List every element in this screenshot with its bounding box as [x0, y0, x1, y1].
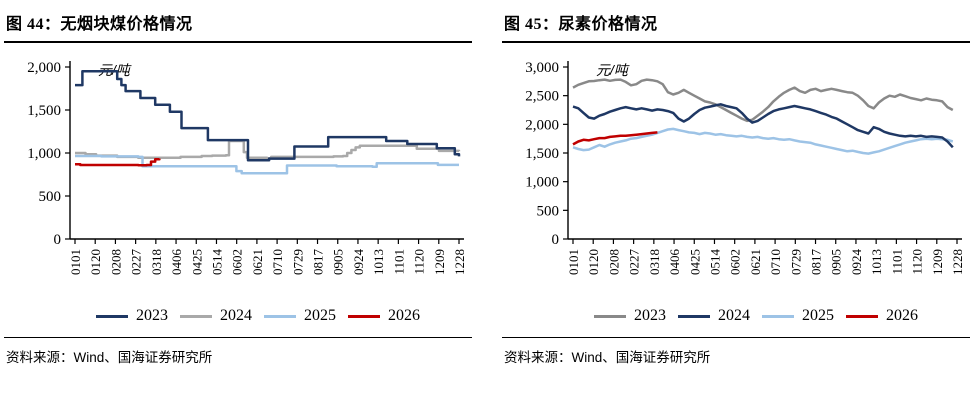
- figure-coal-price: 图 44：无烟块煤价格情况 0 500 1,000 1,500 2,000 0101 012…: [4, 6, 472, 366]
- figure-urea-price: 图 45：尿素价格情况 0 500 1,000 1,500 2,000 2,500 3,00…: [502, 6, 970, 366]
- svg-text:0208: 0208: [606, 249, 621, 275]
- svg-text:0406: 0406: [169, 249, 184, 276]
- svg-text:0729: 0729: [290, 249, 305, 275]
- legend-line-swatch: [846, 314, 878, 318]
- svg-text:1228: 1228: [950, 249, 965, 275]
- legend-item-2023: 2023: [96, 307, 168, 325]
- legend-label: 2026: [886, 307, 918, 324]
- legend-label: 2026: [388, 307, 420, 324]
- legend-label: 2023: [136, 307, 168, 324]
- urea-price-chart-area: 0 500 1,000 1,500 2,000 2,500 3,000 0101 0120 020…: [502, 43, 970, 335]
- svg-text:1,000: 1,000: [27, 146, 61, 162]
- svg-text:0101: 0101: [68, 249, 83, 275]
- svg-text:0120: 0120: [586, 249, 601, 275]
- svg-text:0602: 0602: [230, 249, 245, 275]
- source-note: 资料来源：Wind、国海证券研究所: [4, 337, 472, 366]
- coal-price-chart: 0 500 1,000 1,500 2,000 0101 0120 0208 0227 0318 0…: [27, 60, 467, 276]
- svg-text:1228: 1228: [452, 249, 467, 275]
- urea-price-chart: 0 500 1,000 1,500 2,000 2,500 3,000 0101 0120 020…: [525, 60, 965, 276]
- svg-text:0514: 0514: [707, 249, 722, 276]
- svg-text:0318: 0318: [647, 249, 662, 275]
- source-note: 资料来源：Wind、国海证券研究所: [502, 337, 970, 366]
- svg-text:0318: 0318: [149, 249, 164, 275]
- legend-line-swatch: [96, 314, 128, 318]
- svg-text:0227: 0227: [627, 249, 642, 276]
- svg-text:2,000: 2,000: [525, 117, 559, 133]
- svg-text:0817: 0817: [311, 249, 326, 276]
- svg-text:0924: 0924: [351, 249, 366, 276]
- legend-line-swatch: [348, 314, 380, 318]
- legend-line-swatch: [264, 314, 296, 318]
- legend-label: 2025: [304, 307, 336, 324]
- svg-text:3,000: 3,000: [525, 60, 559, 76]
- svg-text:0621: 0621: [748, 249, 763, 275]
- svg-text:1120: 1120: [412, 249, 427, 275]
- svg-text:0905: 0905: [331, 249, 346, 275]
- svg-text:元/吨: 元/吨: [98, 62, 132, 78]
- coal-price-chart-area: 0 500 1,000 1,500 2,000 0101 0120 0208 0227 0318 0…: [4, 43, 472, 335]
- svg-text:500: 500: [39, 189, 62, 205]
- svg-text:500: 500: [537, 203, 560, 219]
- svg-text:0406: 0406: [667, 249, 682, 276]
- legend-line-swatch: [594, 314, 626, 318]
- coal-chart-legend: 2023 2024 2025 2026: [44, 307, 472, 325]
- legend-item-2024: 2024: [180, 307, 252, 325]
- legend-line-swatch: [180, 314, 212, 318]
- legend-item-2024: 2024: [678, 307, 750, 325]
- svg-text:0227: 0227: [129, 249, 144, 276]
- svg-text:1,500: 1,500: [27, 103, 61, 119]
- svg-text:0101: 0101: [566, 249, 581, 275]
- svg-text:0602: 0602: [728, 249, 743, 275]
- legend-label: 2024: [220, 307, 252, 324]
- svg-text:0120: 0120: [88, 249, 103, 275]
- figure-title: 图 45：尿素价格情况: [502, 6, 970, 43]
- svg-text:1209: 1209: [930, 249, 945, 275]
- svg-text:0425: 0425: [189, 249, 204, 275]
- svg-text:0729: 0729: [788, 249, 803, 275]
- report-figure-strip: 图 44：无烟块煤价格情况 0 500 1,000 1,500 2,000 0101 012…: [4, 6, 970, 366]
- legend-label: 2024: [718, 307, 750, 324]
- legend-item-2026: 2026: [846, 307, 918, 325]
- svg-text:0905: 0905: [829, 249, 844, 275]
- svg-text:0621: 0621: [250, 249, 265, 275]
- legend-line-swatch: [762, 314, 794, 318]
- svg-text:0710: 0710: [768, 249, 783, 275]
- legend-line-swatch: [678, 314, 710, 318]
- svg-text:2,000: 2,000: [27, 60, 61, 76]
- svg-text:0710: 0710: [270, 249, 285, 275]
- svg-text:0: 0: [552, 232, 560, 248]
- svg-text:1013: 1013: [371, 249, 386, 275]
- svg-text:1,500: 1,500: [525, 146, 559, 162]
- legend-item-2026: 2026: [348, 307, 420, 325]
- svg-text:0425: 0425: [687, 249, 702, 275]
- svg-text:1209: 1209: [432, 249, 447, 275]
- svg-text:元/吨: 元/吨: [596, 62, 630, 78]
- legend-label: 2025: [802, 307, 834, 324]
- legend-item-2023: 2023: [594, 307, 666, 325]
- svg-text:0: 0: [54, 232, 62, 248]
- svg-text:0208: 0208: [108, 249, 123, 275]
- svg-text:1101: 1101: [391, 249, 406, 275]
- legend-item-2025: 2025: [264, 307, 336, 325]
- svg-text:0924: 0924: [849, 249, 864, 276]
- urea-chart-legend: 2023 2024 2025 2026: [542, 307, 970, 325]
- legend-item-2025: 2025: [762, 307, 834, 325]
- figure-title: 图 44：无烟块煤价格情况: [4, 6, 472, 43]
- svg-text:1101: 1101: [889, 249, 904, 275]
- svg-text:2,500: 2,500: [525, 89, 559, 105]
- legend-label: 2023: [634, 307, 666, 324]
- svg-text:0817: 0817: [809, 249, 824, 276]
- svg-text:1120: 1120: [910, 249, 925, 275]
- svg-text:1013: 1013: [869, 249, 884, 275]
- svg-text:1,000: 1,000: [525, 175, 559, 191]
- svg-text:0514: 0514: [209, 249, 224, 276]
